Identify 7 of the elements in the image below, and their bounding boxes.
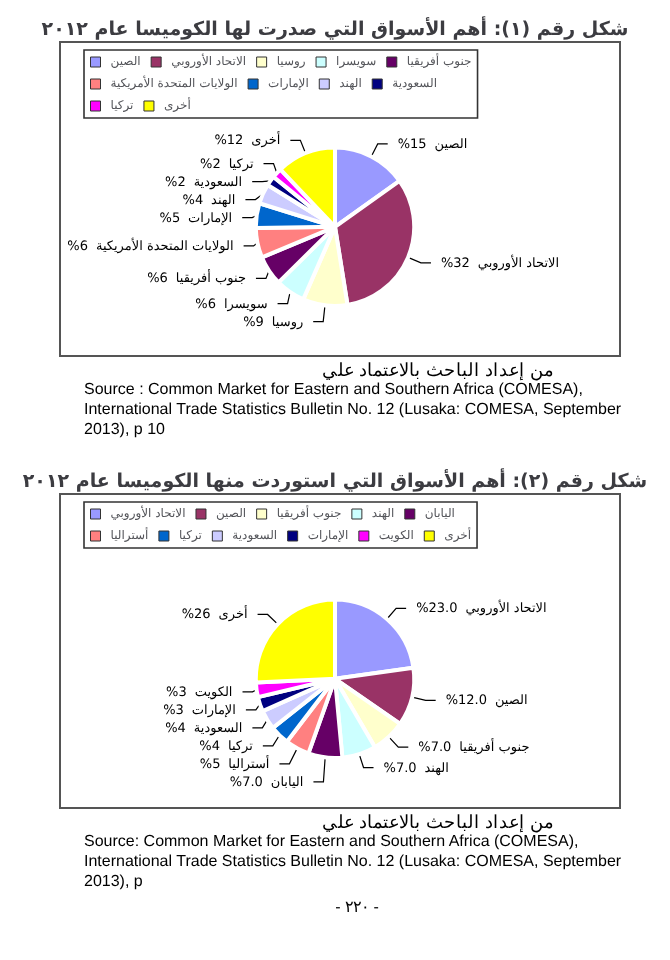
source-note: Source : Common Market for Eastern and Southern Africa (COMESA), International Trade Statistics Bulletin No. 12 (Lusaka: COMESA, September 2013), p 10	[82, 380, 624, 440]
chart-title: شكل رقم (١): أهم الأسواق التي صدرت لها الكوميسا عام ٢٠١٢	[41, 15, 629, 41]
chart-title: شكل رقم (٢): أهم الأسواق التي استوردت منها الكوميسا عام ٢٠١٢	[22, 467, 648, 493]
text: من إعداد الباحث بالاعتماد علي	[319, 360, 556, 380]
source-note: Source: Common Market for Eastern and Southern Africa (COMESA), International Trade Statistics Bulletin No. 12 (Lusaka: COMESA, September 2013), p	[82, 832, 624, 892]
text: من إعداد الباحث بالاعتماد علي	[319, 812, 556, 832]
text: - ٢٢٠ -	[333, 896, 381, 918]
